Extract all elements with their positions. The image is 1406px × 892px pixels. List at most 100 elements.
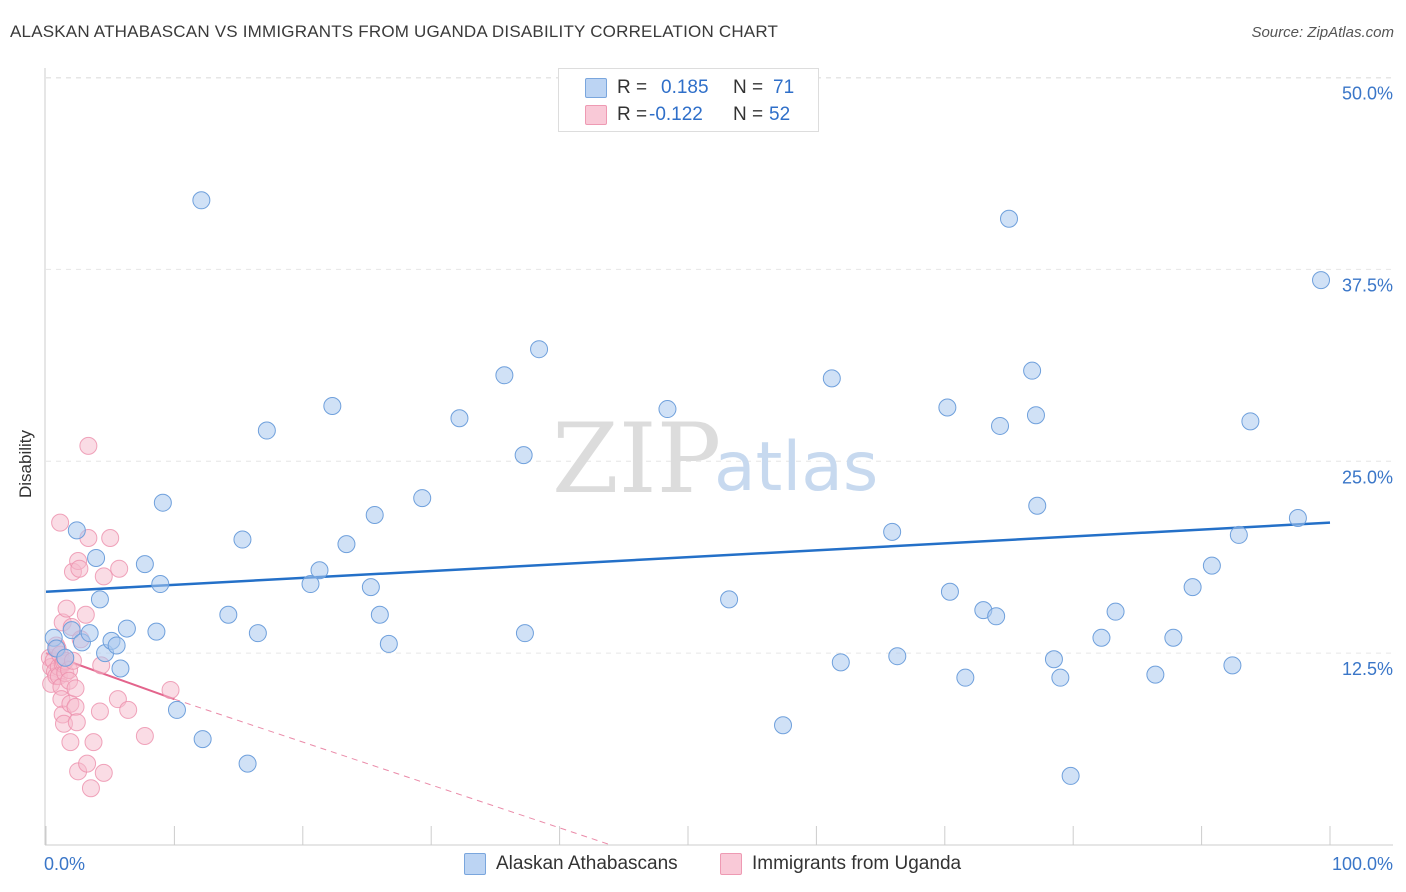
data-point-athabascan xyxy=(1026,406,1045,425)
data-point-athabascan xyxy=(1164,628,1183,647)
data-point-athabascan xyxy=(530,340,549,359)
data-point-athabascan xyxy=(233,530,252,549)
data-point-athabascan xyxy=(1241,412,1260,431)
data-point-uganda xyxy=(110,559,129,578)
data-point-athabascan xyxy=(167,700,186,719)
data-point-athabascan xyxy=(370,605,389,624)
data-point-uganda xyxy=(76,605,95,624)
data-point-uganda xyxy=(70,559,89,578)
bottom-legend-swatch-blue xyxy=(464,853,486,875)
data-point-athabascan xyxy=(774,716,793,735)
data-point-athabascan xyxy=(514,446,533,465)
trend-layer xyxy=(45,521,1331,846)
watermark: ZIP atlas xyxy=(552,403,878,515)
x-tick-label-min: 0.0% xyxy=(44,854,85,874)
data-point-athabascan xyxy=(1023,361,1042,380)
data-point-athabascan xyxy=(1146,665,1165,684)
trend-line xyxy=(45,521,1331,593)
data-point-athabascan xyxy=(883,522,902,541)
data-point-athabascan xyxy=(1061,766,1080,785)
data-point-athabascan xyxy=(361,578,380,597)
bottom-legend-label: Immigrants from Uganda xyxy=(752,853,962,874)
data-point-athabascan xyxy=(938,398,957,417)
data-point-athabascan xyxy=(1106,602,1125,621)
watermark-atlas: atlas xyxy=(714,428,878,507)
data-point-athabascan xyxy=(90,590,109,609)
series-alaskan-athabascans xyxy=(44,191,1331,785)
legend-r-value: 0.185 xyxy=(661,77,709,98)
data-point-uganda xyxy=(94,763,113,782)
data-point-uganda xyxy=(79,436,98,455)
data-point-athabascan xyxy=(1223,656,1242,675)
data-point-uganda xyxy=(135,727,154,746)
data-point-athabascan xyxy=(822,369,841,388)
data-point-uganda xyxy=(67,713,86,732)
bottom-legend-label: Alaskan Athabascans xyxy=(496,853,678,874)
y-tick-label: 25.0% xyxy=(1342,467,1393,487)
data-point-uganda xyxy=(94,567,113,586)
chart-title: ALASKAN ATHABASCAN VS IMMIGRANTS FROM UG… xyxy=(10,22,779,41)
watermark-zip: ZIP xyxy=(552,403,721,515)
data-point-athabascan xyxy=(248,624,267,643)
y-axis-label: Disability xyxy=(16,429,35,498)
data-point-uganda xyxy=(90,702,109,721)
data-point-athabascan xyxy=(151,575,170,594)
series-immigrants-from-uganda xyxy=(40,436,180,798)
data-point-athabascan xyxy=(1312,271,1331,290)
legend-n-value: 52 xyxy=(769,104,791,125)
data-point-athabascan xyxy=(1028,496,1047,515)
x-tick-label-max: 100.0% xyxy=(1332,854,1393,874)
data-point-athabascan xyxy=(87,548,106,567)
data-point-athabascan xyxy=(107,636,126,655)
data-point-athabascan xyxy=(658,400,677,419)
legend-n-label: N = xyxy=(733,104,764,125)
data-point-athabascan xyxy=(56,648,75,667)
data-point-athabascan xyxy=(379,634,398,653)
data-point-uganda xyxy=(66,679,85,698)
data-point-athabascan xyxy=(337,535,356,554)
data-point-athabascan xyxy=(238,754,257,773)
grid-layer xyxy=(46,77,1393,654)
data-point-athabascan xyxy=(192,191,211,210)
data-point-uganda xyxy=(81,779,100,798)
data-point-athabascan xyxy=(153,493,172,512)
data-point-athabascan xyxy=(111,659,130,678)
source-note: Source: ZipAtlas.com xyxy=(1251,24,1394,41)
data-point-athabascan xyxy=(62,621,81,640)
y-tick-label: 12.5% xyxy=(1342,659,1393,679)
data-point-athabascan xyxy=(450,409,469,428)
data-point-athabascan xyxy=(365,505,384,524)
data-point-athabascan xyxy=(219,605,238,624)
data-point-athabascan xyxy=(1044,650,1063,669)
data-point-athabascan xyxy=(80,624,99,643)
data-point-athabascan xyxy=(117,619,136,638)
data-point-athabascan xyxy=(147,622,166,641)
legend-r-label: R = xyxy=(617,77,648,98)
data-point-athabascan xyxy=(495,366,514,385)
data-point-athabascan xyxy=(257,421,276,440)
data-point-uganda xyxy=(61,733,80,752)
data-point-athabascan xyxy=(720,590,739,609)
data-point-athabascan xyxy=(1202,556,1221,575)
data-point-uganda xyxy=(101,529,120,547)
data-point-uganda xyxy=(57,599,76,618)
data-point-athabascan xyxy=(67,521,86,540)
data-point-athabascan xyxy=(1051,668,1070,687)
data-point-athabascan xyxy=(135,555,154,574)
data-point-uganda xyxy=(119,700,138,719)
legend-n-value: 71 xyxy=(773,77,795,98)
data-point-athabascan xyxy=(310,561,329,580)
y-tick-label: 50.0% xyxy=(1342,84,1393,104)
stats-legend: R = 0.185 N = 71 R = -0.122 N = 52 xyxy=(558,68,819,132)
data-point-uganda xyxy=(51,513,70,532)
y-tick-label: 37.5% xyxy=(1342,275,1393,295)
legend-swatch-pink xyxy=(585,105,607,125)
data-point-athabascan xyxy=(1000,209,1018,228)
bottom-legend-swatch-pink xyxy=(720,853,742,875)
data-point-athabascan xyxy=(987,607,1006,626)
legend-r-value: -0.122 xyxy=(649,104,703,125)
data-point-athabascan xyxy=(193,730,212,749)
data-point-uganda xyxy=(78,754,97,773)
data-point-athabascan xyxy=(413,489,432,508)
